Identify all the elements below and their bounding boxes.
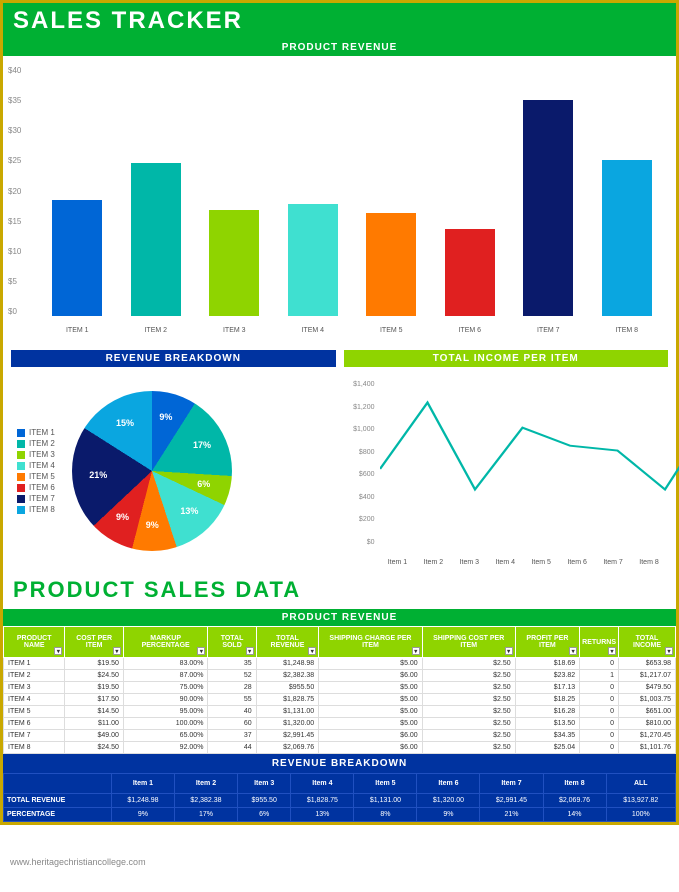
pie-section-header: REVENUE BREAKDOWN: [11, 350, 336, 367]
bar-item-4: ITEM 4: [288, 204, 338, 317]
table-row: ITEM 4$17.5090.00%55$1,828.75$5.00$2.50$…: [4, 694, 676, 706]
column-header[interactable]: TOTAL REVENUE▾: [256, 627, 319, 658]
rev-col-header: Item 3: [238, 774, 291, 794]
column-header[interactable]: COST PER ITEM▾: [65, 627, 123, 658]
column-header[interactable]: SHIPPING CHARGE PER ITEM▾: [319, 627, 422, 658]
legend-item: ITEM 5: [17, 472, 72, 481]
filter-dropdown-icon[interactable]: ▾: [412, 647, 420, 655]
bar-item-1: ITEM 1: [52, 200, 102, 316]
filter-dropdown-icon[interactable]: ▾: [54, 647, 62, 655]
bar-section-header: PRODUCT REVENUE: [3, 39, 676, 56]
product-sales-table: PRODUCT NAME▾COST PER ITEM▾MARKUP PERCEN…: [3, 626, 676, 754]
product-revenue-bar-chart: $40$35$30$25$20$15$10$5$0 ITEM 1ITEM 2IT…: [3, 56, 676, 346]
table-row: ITEM 6$11.00100.00%60$1,320.00$5.00$2.50…: [4, 718, 676, 730]
rev-col-header: [4, 774, 112, 794]
legend-item: ITEM 3: [17, 450, 72, 459]
legend-item: ITEM 6: [17, 483, 72, 492]
table-row: ITEM 3$19.5075.00%28$955.50$5.00$2.50$17…: [4, 682, 676, 694]
filter-dropdown-icon[interactable]: ▾: [113, 647, 121, 655]
rev-col-header: Item 4: [291, 774, 354, 794]
pie-label: 17%: [193, 440, 211, 450]
rev-row: TOTAL REVENUE$1,248.98$2,382.38$955.50$1…: [4, 794, 676, 808]
legend-item: ITEM 2: [17, 439, 72, 448]
bar-item-3: ITEM 3: [209, 210, 259, 316]
rev-breakdown-header: REVENUE BREAKDOWN: [3, 754, 676, 773]
table-row: ITEM 1$19.5083.00%35$1,248.98$5.00$2.50$…: [4, 658, 676, 670]
table-row: ITEM 5$14.5095.00%40$1,131.00$5.00$2.50$…: [4, 706, 676, 718]
legend-item: ITEM 4: [17, 461, 72, 470]
table-row: ITEM 8$24.5092.00%44$2,069.76$6.00$2.50$…: [4, 742, 676, 754]
filter-dropdown-icon[interactable]: ▾: [308, 647, 316, 655]
pie-label: 9%: [159, 412, 172, 422]
pie-label: 15%: [116, 418, 134, 428]
legend-item: ITEM 7: [17, 494, 72, 503]
bar-item-8: ITEM 8: [602, 160, 652, 316]
pie-label: 13%: [180, 506, 198, 516]
rev-col-header: Item 7: [480, 774, 543, 794]
line-section-header: TOTAL INCOME PER ITEM: [344, 350, 669, 367]
legend-item: ITEM 8: [17, 505, 72, 514]
sales-data-title: PRODUCT SALES DATA: [3, 571, 676, 609]
column-header[interactable]: MARKUP PERCENTAGE▾: [123, 627, 208, 658]
revenue-breakdown-pie-chart: ITEM 1 ITEM 2 ITEM 3 ITEM 4 ITEM 5 ITEM 6 ITEM…: [7, 371, 340, 571]
bar-item-6: ITEM 6: [445, 229, 495, 317]
column-header[interactable]: PROFIT PER ITEM▾: [515, 627, 580, 658]
sales-section-header: PRODUCT REVENUE: [3, 609, 676, 626]
pie-label: 6%: [197, 479, 210, 489]
rev-col-header: Item 6: [417, 774, 480, 794]
watermark-text: www.heritagechristiancollege.com: [10, 857, 146, 867]
column-header[interactable]: TOTAL SOLD▾: [208, 627, 256, 658]
page-title: SALES TRACKER: [13, 7, 666, 35]
filter-dropdown-icon[interactable]: ▾: [569, 647, 577, 655]
filter-dropdown-icon[interactable]: ▾: [246, 647, 254, 655]
revenue-breakdown-table: Item 1Item 2Item 3Item 4Item 5Item 6Item…: [3, 773, 676, 822]
rev-col-header: ALL: [606, 774, 675, 794]
bar-item-7: ITEM 7: [523, 100, 573, 316]
rev-col-header: Item 8: [543, 774, 606, 794]
pie-label: 9%: [116, 512, 129, 522]
filter-dropdown-icon[interactable]: ▾: [505, 647, 513, 655]
column-header[interactable]: RETURNS▾: [580, 627, 619, 658]
filter-dropdown-icon[interactable]: ▾: [197, 647, 205, 655]
pie-label: 21%: [89, 470, 107, 480]
income-line-chart: $1,400$1,200$1,000$800$600$400$200$0 Ite…: [340, 371, 673, 571]
rev-row: PERCENTAGE9%17%6%13%8%9%21%14%100%: [4, 808, 676, 822]
column-header[interactable]: PRODUCT NAME▾: [4, 627, 65, 658]
main-header: SALES TRACKER: [3, 3, 676, 39]
column-header[interactable]: TOTAL INCOME▾: [619, 627, 676, 658]
column-header[interactable]: SHIPPING COST PER ITEM▾: [422, 627, 515, 658]
pie-label: 9%: [146, 520, 159, 530]
table-row: ITEM 2$24.5087.00%52$2,382.38$6.00$2.50$…: [4, 670, 676, 682]
table-row: ITEM 7$49.0065.00%37$2,991.45$6.00$2.50$…: [4, 730, 676, 742]
legend-item: ITEM 1: [17, 428, 72, 437]
filter-dropdown-icon[interactable]: ▾: [608, 647, 616, 655]
bar-item-2: ITEM 2: [131, 163, 181, 316]
rev-col-header: Item 5: [354, 774, 417, 794]
bar-item-5: ITEM 5: [366, 213, 416, 316]
rev-col-header: Item 1: [111, 774, 174, 794]
filter-dropdown-icon[interactable]: ▾: [665, 647, 673, 655]
rev-col-header: Item 2: [174, 774, 237, 794]
